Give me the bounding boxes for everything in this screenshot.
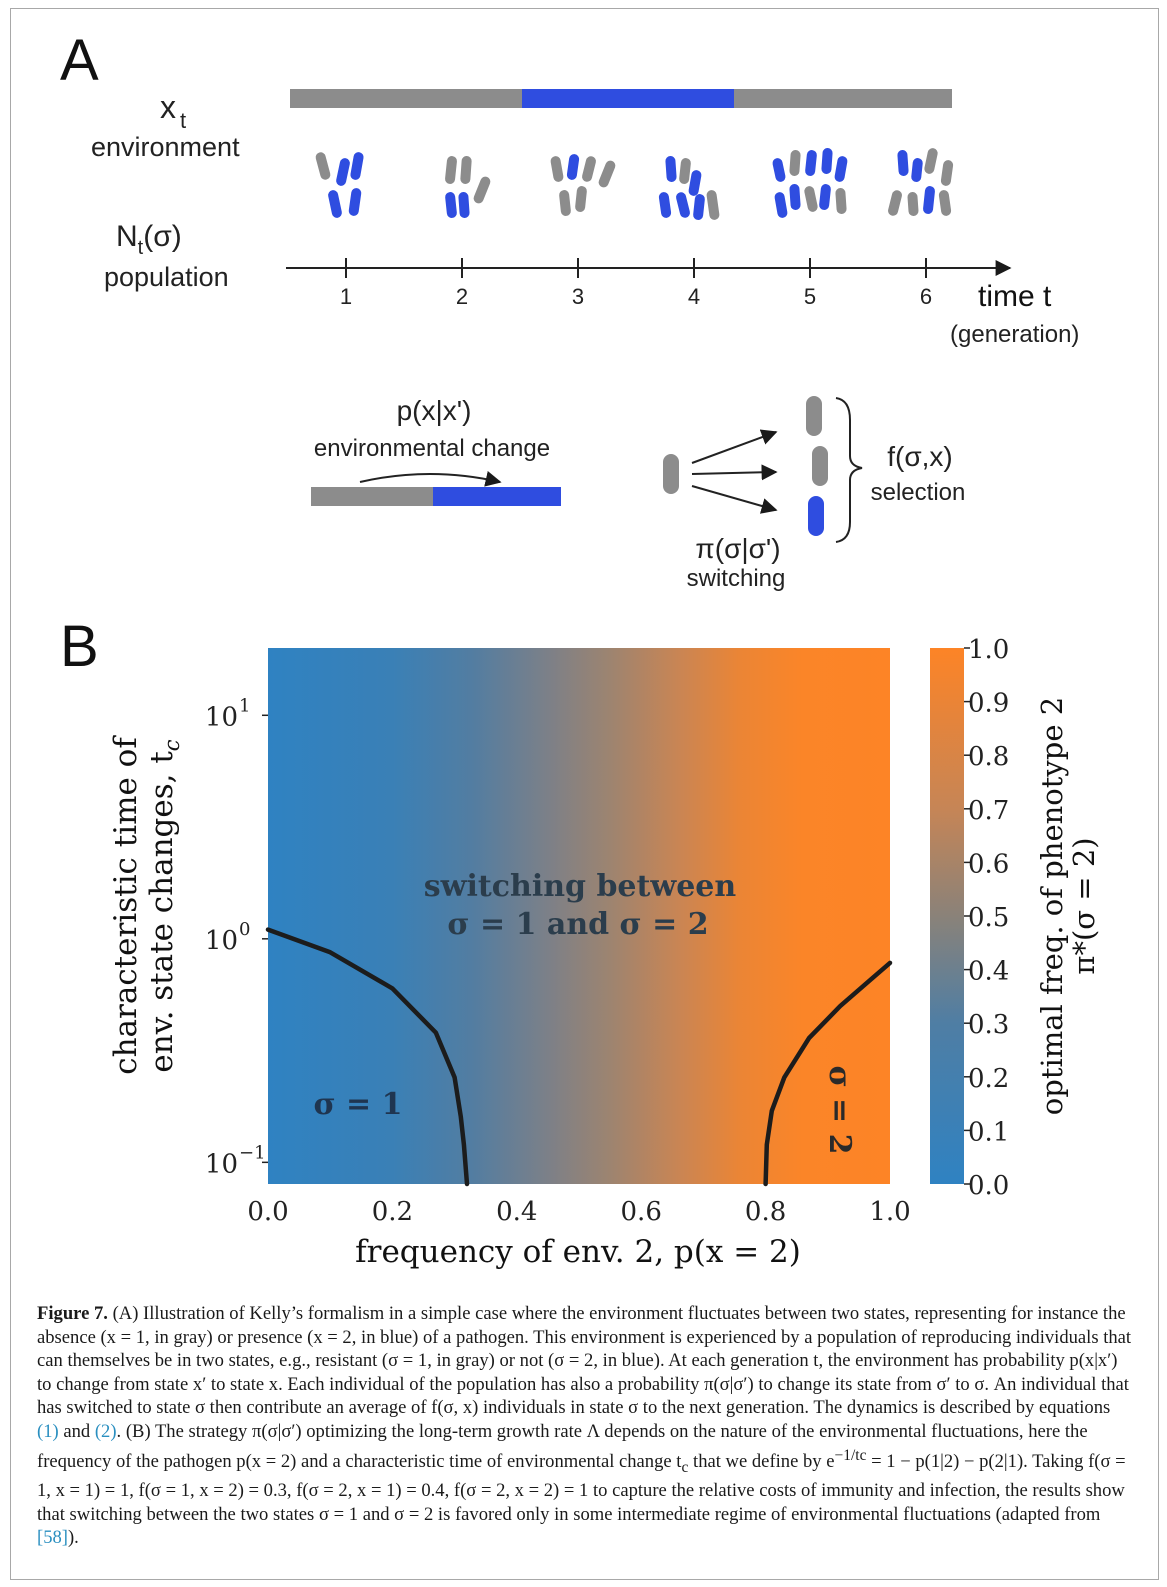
time-tick-label: 3 <box>572 284 584 309</box>
p-xx-label: p(x|x') <box>397 395 472 426</box>
colorbar-tick-label: 0.6 <box>968 849 1009 879</box>
svg-text:env. state changes, tc: env. state changes, tc <box>144 739 184 1072</box>
y-tick-exponent: −1 <box>239 1142 266 1163</box>
y-tick-label: 10 <box>205 926 238 956</box>
caption-exponent: −1/tc <box>834 1446 867 1464</box>
caption-body-4: = 1 − p(1|2) − p(2|1). Taking f(σ = 1, x… <box>37 1450 1126 1525</box>
time-tick-label: 5 <box>804 284 816 309</box>
region-switching-line1: switching between <box>424 869 737 904</box>
x-tick-label: 0.2 <box>372 1197 413 1227</box>
time-tick-label: 4 <box>688 284 700 309</box>
colorbar <box>930 648 964 1184</box>
colorbar-tick-label: 0.3 <box>968 1010 1009 1040</box>
figure-frame <box>10 8 1159 1580</box>
time-tick-label: 6 <box>920 284 932 309</box>
selection-label: selection <box>871 479 966 506</box>
y-tick-label: 10 <box>205 702 238 732</box>
boundary-right <box>763 960 893 1187</box>
svg-text:π*(σ = 2): π*(σ = 2) <box>1067 837 1101 974</box>
colorbar-tick-label: 0.1 <box>968 1117 1009 1147</box>
generation-label: (generation) <box>950 321 1079 348</box>
heatmap <box>268 648 890 1184</box>
colorbar-tick-label: 0.7 <box>968 796 1009 826</box>
equation-ref-2[interactable]: (2) <box>94 1420 117 1442</box>
colorbar-tick-label: 0.8 <box>968 742 1009 772</box>
environment-bar <box>290 89 952 108</box>
colorbar-tick-label: 0.9 <box>968 689 1009 719</box>
f-label: f(σ,x) <box>887 441 953 472</box>
caption-end: ). <box>67 1527 79 1549</box>
caption-tc-sub: c <box>681 1458 689 1476</box>
time-axis-label: time t <box>978 280 1052 313</box>
colorbar-label: optimal freq. of phenotype 2 π*(σ = 2) <box>1035 697 1101 1115</box>
x-tick-label: 0.4 <box>496 1197 537 1227</box>
region-sigma2-label: σ = 2 <box>822 1065 857 1154</box>
regime-boundaries <box>265 927 893 1187</box>
x-tick-label: 1.0 <box>869 1197 910 1227</box>
x-tick-label: 0.6 <box>621 1197 662 1227</box>
svg-text:characteristic time of: characteristic time of <box>108 735 144 1075</box>
n-t-label: Nt(σ) <box>116 220 182 259</box>
colorbar-tick-label: 0.4 <box>968 957 1009 987</box>
panel-a-label: A <box>60 28 99 93</box>
time-axis: 1 2 3 4 5 6 <box>286 258 1012 309</box>
time-tick-label: 1 <box>340 284 352 309</box>
caption-body: (A) Illustration of Kelly’s formalism in… <box>37 1303 1132 1419</box>
env-change-arrow <box>359 470 502 487</box>
caption-and: and <box>63 1420 91 1442</box>
caption-body-3: that we define by e <box>693 1450 835 1472</box>
colorbar-ticks: 1.0 0.9 0.8 0.7 0.6 0.5 0.4 0.3 0.2 0.1 0.0 <box>964 635 1009 1201</box>
y-tick-exponent: 1 <box>239 695 250 716</box>
x-tick-label: 0.0 <box>247 1197 288 1227</box>
colorbar-tick-label: 0.5 <box>968 903 1009 933</box>
colorbar-tick-label: 0.0 <box>968 1171 1009 1201</box>
switching-diagram <box>663 396 863 543</box>
region-sigma1-label: σ = 1 <box>313 1087 402 1122</box>
panel-b: B switching between σ = 1 and σ = 2 σ = … <box>60 614 1101 1270</box>
boundary-left <box>265 927 470 1187</box>
colorbar-tick-label: 1.0 <box>968 635 1009 665</box>
switching-label: switching <box>687 565 786 592</box>
region-switching-line2: σ = 1 and σ = 2 <box>447 907 708 942</box>
equation-ref-1[interactable]: (1) <box>37 1420 59 1442</box>
y-axis-label: characteristic time of env. state change… <box>108 735 184 1075</box>
population-individuals <box>315 148 954 220</box>
caption-body-2: . (B) The strategy π(σ|σ′) optimizing th… <box>37 1420 1088 1472</box>
svg-text:optimal freq. of phenotype 2: optimal freq. of phenotype 2 <box>1035 697 1069 1115</box>
caption-lead: Figure 7. <box>37 1303 108 1324</box>
pi-label: π(σ|σ') <box>695 533 780 564</box>
y-tick-label: 10 <box>205 1149 238 1179</box>
panel-b-label: B <box>60 614 99 679</box>
citation-ref-58[interactable]: [58] <box>37 1527 68 1549</box>
colorbar-tick-label: 0.2 <box>968 1064 1009 1094</box>
environment-label: environment <box>91 132 240 162</box>
env-change-label: environmental change <box>314 435 550 462</box>
figure-caption: Figure 7. (A) Illustration of Kelly’s fo… <box>37 1302 1132 1550</box>
x-axis: 0.0 0.2 0.4 0.6 0.8 1.0 <box>247 1197 910 1227</box>
env-change-bar <box>311 487 561 506</box>
time-tick-label: 2 <box>456 284 468 309</box>
x-tick-label: 0.8 <box>745 1197 786 1227</box>
population-label: population <box>104 262 229 292</box>
y-tick-exponent: 0 <box>239 919 250 940</box>
x-axis-label: frequency of env. 2, p(x = 2) <box>355 1234 801 1270</box>
